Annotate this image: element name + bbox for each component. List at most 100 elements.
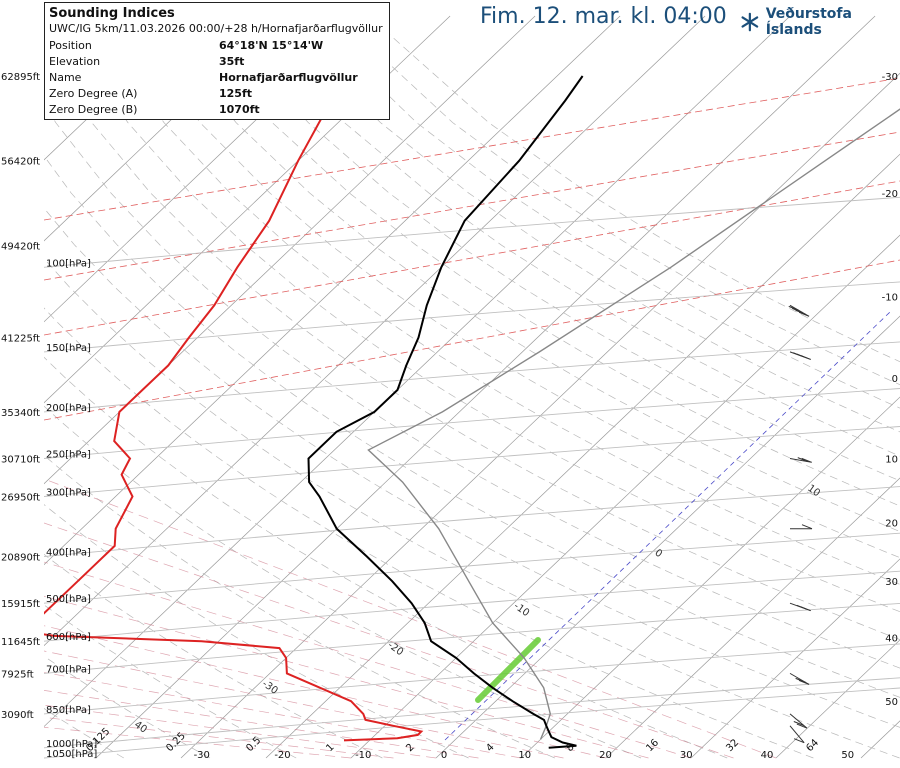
pressure-tick-label: 400[hPa] [46,548,91,559]
mixing-ratio-label: 0.25 [164,731,188,755]
isotherm-line [690,558,900,759]
info-title: Sounding Indices [49,6,175,21]
dry-adiabat-line [44,604,297,759]
right-tick-label: 10 [885,454,898,465]
moist-adiabat-line [44,650,564,759]
wind-barb [789,351,811,360]
pressure-tick-label: 250[hPa] [46,449,91,460]
dry-adiabat-line [44,258,900,759]
mixing-ratio-label: 2 [404,742,416,754]
mixing-ratio-label: 16 [644,737,661,754]
wind-barb [790,524,813,530]
height-tick-label: 62895ft [1,72,40,83]
temperature-tick-label: 30 [680,750,693,761]
dry-adiabat-line [44,708,124,759]
hodograph-line [444,311,891,741]
height-tick-label: 26950ft [1,493,40,504]
info-row-zero-b: Zero Degree (B) 1070ft [49,103,260,116]
dry-adiabat-line [337,15,900,386]
temperature-tick-label: 0 [441,750,447,761]
plot-area: -20 -10 0 10 20 30 -30 40 [44,15,900,759]
isotherm-line [44,15,451,404]
right-tick-label: 50 [885,697,898,708]
temperature-tick-label: -10 [355,750,371,761]
pressure-tick-label: 500[hPa] [46,594,91,605]
wind-barb [789,672,810,685]
logo-text: Veðurstofa Íslands [765,6,852,38]
vedurstofa-logo[interactable]: Veðurstofa Íslands [738,6,900,38]
wind-barb [789,602,811,612]
dry-adiabat-line [44,207,900,728]
pressure-level-line [44,426,900,497]
pressure-level-line [44,532,900,604]
dry-adiabat-line [212,15,900,482]
pressure-tick-label: 100[hPa] [46,258,91,269]
moist-adiabat-line [44,561,692,759]
wind-barb [789,713,808,729]
mixing-ratio-label: 32 [724,737,741,754]
height-tick-label: 15915ft [1,599,40,610]
moist-adiabat-line [44,716,394,759]
sounding-info-box: Sounding Indices UWC/IG 5km/11.03.2026 0… [44,2,390,120]
dry-adiabat-line [118,15,900,559]
right-tick-label: -30 [882,72,898,83]
isotherm-line [44,15,281,242]
dry-adiabat-line [44,44,900,641]
right-tick-label: -10 [882,292,898,303]
isotherm-line [605,477,900,759]
dry-adiabat-line [44,504,469,759]
moist-adiabat-line [44,689,479,759]
wind-barb [789,725,805,744]
right-tick-label: 30 [885,577,898,588]
isotherm-line [180,72,900,759]
pressure-level-line [44,677,900,749]
mixing-ratio-label: 8 [564,742,576,754]
isotherm-line [44,15,791,728]
isotherm-line [44,15,366,323]
mixing-ratio-line [44,259,900,421]
isotherm-line [860,720,900,759]
height-tick-label: 30710ft [1,454,40,465]
isotherm-line [775,639,900,759]
temperature-tick-label: 40 [761,750,774,761]
pressure-level-line [44,341,900,413]
dry-adiabat-line [44,101,900,669]
wind-barb [788,304,810,317]
info-row-position: Position 64°18'N 15°14'W [49,39,324,52]
dry-adiabat-line [181,15,900,507]
dry-adiabat-line [274,15,900,433]
right-tick-label: -20 [882,189,898,200]
height-tick-label: 20890ft [1,553,40,564]
isotherm-label: -10 [512,601,532,619]
isotherm-line [265,153,900,759]
temperature-profile-line [307,75,584,749]
isotherm-line [44,15,196,161]
wind-barb [789,457,812,463]
pressure-tick-label: 600[hPa] [46,632,91,643]
dry-adiabat-line [87,15,900,585]
dry-adiabat-line [44,553,383,759]
mixing-ratio-line [44,131,900,281]
pressure-tick-label: 1000[hPa] [46,739,97,750]
right-tick-label: 20 [885,519,898,530]
lcl-band [475,637,541,703]
pressure-level-line [44,281,900,353]
pressure-tick-label: 850[hPa] [46,705,91,716]
mixing-ratio-line [44,180,900,336]
moist-adiabat-line [44,595,649,759]
right-tick-label: 40 [885,634,898,645]
moist-adiabat-line [44,478,777,759]
mixing-ratio-label: 1 [324,742,336,754]
pressure-tick-label: 150[hPa] [46,343,91,354]
isotherm-line [44,15,706,647]
pressure-level-line [44,643,900,715]
pressure-level-line [44,602,900,674]
moist-adiabat-line [44,726,352,759]
info-row-elevation: Elevation 35ft [49,55,245,68]
height-tick-label: 41225ft [1,333,40,344]
pressure-tick-label: 200[hPa] [46,403,91,414]
dry-adiabat-line [44,356,728,759]
moist-adiabat-line [44,704,437,759]
temperature-tick-label: 50 [841,750,854,761]
pressure-tick-label: 1050[hPa] [46,749,97,760]
